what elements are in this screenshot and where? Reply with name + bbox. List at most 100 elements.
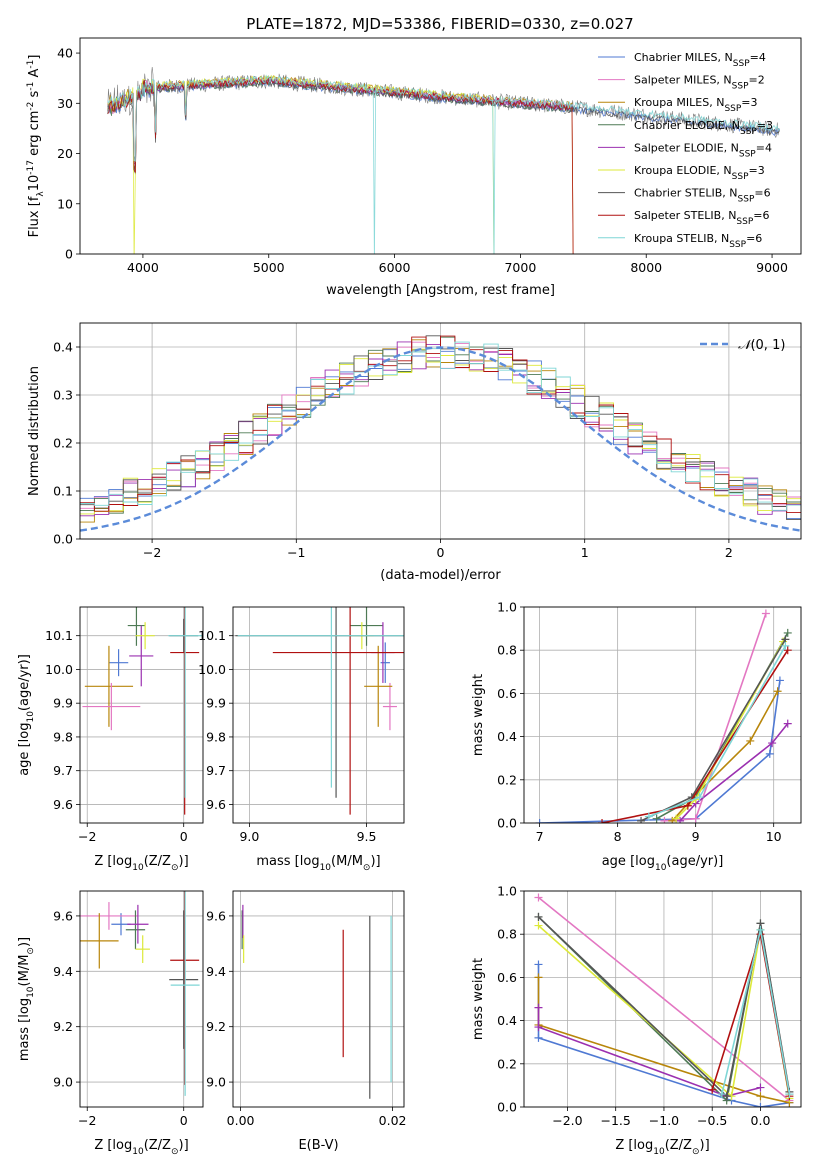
series-point-marker bbox=[717, 1090, 726, 1099]
series-point-marker bbox=[756, 925, 765, 934]
legend-label: Chabrier ELODIE, NSSP=3 bbox=[634, 119, 773, 137]
model-spectrum-line bbox=[107, 79, 574, 175]
model-spectrum-line bbox=[107, 74, 780, 254]
spectrum-lines bbox=[107, 66, 780, 254]
y-tick-label: 0.4 bbox=[497, 729, 517, 744]
mass_vs_Z-frame bbox=[79, 890, 204, 1108]
series-point-marker bbox=[783, 628, 792, 637]
x-tick-label: −1.5 bbox=[601, 1113, 631, 1128]
x-tick-label: 0 bbox=[180, 1113, 188, 1128]
x-tick-label: 6000 bbox=[379, 260, 411, 275]
series-line bbox=[679, 723, 789, 822]
y-tick-label: 0.8 bbox=[497, 927, 517, 942]
x-tick-label: 9.5 bbox=[357, 829, 377, 844]
y-tick-label: 9.9 bbox=[206, 696, 226, 711]
x-tick-label: −1 bbox=[287, 545, 305, 560]
mass-vs-Z-xlabel: Z [log10(Z/Z⊙)] bbox=[94, 1138, 188, 1157]
legend-label: Salpeter ELODIE, NSSP=4 bbox=[634, 141, 772, 159]
spectrum-ylabel: Flux [fλ10-17 erg cm-2 s-1 A-1] bbox=[26, 55, 46, 238]
y-tick-label: 9.7 bbox=[53, 763, 73, 778]
residual-histogram-line bbox=[80, 335, 801, 514]
series-point-marker bbox=[534, 921, 543, 930]
age_vs_mass-errorbars bbox=[235, 607, 404, 815]
legend-label: Kroupa MILES, NSSP=3 bbox=[634, 96, 758, 114]
y-tick-label: 9.6 bbox=[206, 908, 226, 923]
mass_vs_Z-axes: −2 0 9.0 9.2 9.4 9.6 bbox=[53, 891, 203, 1128]
series-line bbox=[537, 977, 790, 1104]
series-line bbox=[656, 632, 789, 820]
weight_vs_age-frame bbox=[523, 606, 802, 824]
series-point-marker bbox=[708, 1085, 717, 1094]
series-point-marker bbox=[672, 814, 681, 823]
legend-label: Chabrier STELIB, NSSP=6 bbox=[634, 187, 771, 205]
x-tick-label: 0.0 bbox=[751, 1113, 771, 1128]
y-tick-label: 0.8 bbox=[497, 643, 517, 658]
series-line bbox=[537, 1007, 761, 1098]
series-point-marker bbox=[756, 1092, 765, 1101]
y-tick-label: 0.4 bbox=[497, 1013, 517, 1028]
x-tick-label: 8000 bbox=[630, 260, 662, 275]
y-tick-label: 9.7 bbox=[206, 763, 226, 778]
age_vs_mass-frame bbox=[232, 606, 405, 824]
series-point-marker bbox=[781, 641, 790, 650]
x-tick-label: 10 bbox=[766, 829, 782, 844]
weight_vs_age-xlabel: age [log10(age/yr)] bbox=[602, 854, 724, 873]
x-tick-label: −0.5 bbox=[697, 1113, 727, 1128]
y-tick-label: 1.0 bbox=[497, 884, 517, 899]
series-point-marker bbox=[785, 1090, 794, 1099]
y-tick-label: 9.4 bbox=[206, 964, 226, 979]
series-point-marker bbox=[652, 814, 661, 823]
y-tick-label: 9.6 bbox=[53, 797, 73, 812]
x-tick-label: 0.00 bbox=[227, 1113, 255, 1128]
series-point-marker bbox=[773, 687, 782, 696]
x-tick-label: 9 bbox=[692, 829, 700, 844]
series-point-marker bbox=[756, 1103, 765, 1107]
x-tick-label: 0 bbox=[180, 829, 188, 844]
figure-title: PLATE=1872, MJD=53386, FIBERID=0330, z=0… bbox=[246, 15, 633, 33]
series-point-marker bbox=[695, 793, 704, 802]
legend-label: Kroupa STELIB, NSSP=6 bbox=[634, 232, 762, 250]
series-point-marker bbox=[783, 646, 792, 655]
age_vs_Z-frame bbox=[79, 606, 204, 824]
y-tick-label: 0.2 bbox=[53, 436, 73, 451]
mass_vs_EBV-errorbars bbox=[241, 904, 392, 1099]
y-tick-label: 9.2 bbox=[206, 1019, 226, 1034]
residuals-xlabel: (data-model)/error bbox=[380, 568, 501, 583]
y-tick-label: 0.0 bbox=[53, 532, 73, 547]
series-point-marker bbox=[660, 816, 669, 823]
y-tick-label: 10.1 bbox=[45, 628, 73, 643]
y-tick-label: 40 bbox=[57, 46, 73, 61]
y-tick-label: 9.6 bbox=[53, 908, 73, 923]
x-tick-label: −2 bbox=[78, 829, 96, 844]
weight_vs_Z-ylabel: mass weight bbox=[471, 958, 486, 1040]
residual-histogram-line bbox=[80, 341, 801, 511]
y-tick-label: 0.0 bbox=[497, 1100, 517, 1115]
mass-vs-EBV-xlabel: E(B-V) bbox=[298, 1138, 338, 1153]
x-tick-label: 8 bbox=[614, 829, 622, 844]
series-point-marker bbox=[534, 1033, 543, 1042]
series-point-marker bbox=[768, 739, 777, 748]
x-tick-label: 2 bbox=[725, 545, 733, 560]
series-point-marker bbox=[683, 801, 692, 810]
x-tick-label: −2.0 bbox=[552, 1113, 582, 1128]
mass_vs_EBV-frame bbox=[232, 890, 405, 1108]
x-tick-label: 9000 bbox=[756, 260, 788, 275]
y-tick-label: 20 bbox=[57, 146, 73, 161]
spectrum-legend: Chabrier MILES, NSSP=4 Salpeter MILES, NS… bbox=[598, 51, 773, 250]
y-tick-label: 0.4 bbox=[53, 340, 73, 355]
series-point-marker bbox=[598, 819, 607, 823]
y-tick-label: 0 bbox=[65, 247, 73, 262]
y-tick-label: 9.4 bbox=[53, 964, 73, 979]
legend-label: Chabrier MILES, NSSP=4 bbox=[634, 51, 766, 69]
weight_vs_age-ylabel: mass weight bbox=[471, 674, 486, 756]
series-point-marker bbox=[761, 609, 770, 618]
series-point-marker bbox=[691, 814, 700, 823]
y-tick-label: 30 bbox=[57, 96, 73, 111]
mass_vs_EBV-axes: 0.00 0.02 9.0 9.2 9.4 9.6 bbox=[206, 891, 407, 1128]
x-tick-label: −2 bbox=[78, 1113, 96, 1128]
y-tick-label: 9.0 bbox=[206, 1075, 226, 1090]
age_vs_Z-axes: −2 0 9.6 9.7 9.8 9.9 10.0 10.1 bbox=[45, 607, 203, 844]
series-point-marker bbox=[765, 749, 774, 758]
y-tick-label: 10.0 bbox=[198, 662, 226, 677]
